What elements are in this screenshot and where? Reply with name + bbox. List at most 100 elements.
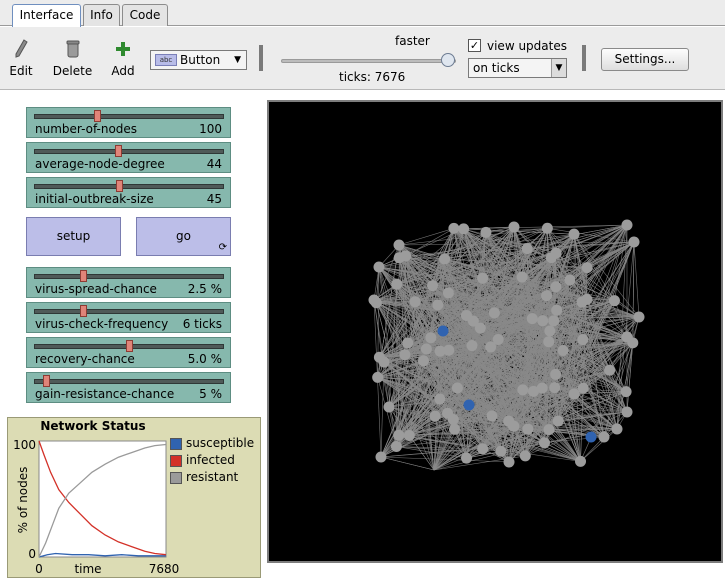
node-resistant [557,345,569,357]
slider-virus-check-frequency[interactable]: virus-check-frequency 6 ticks [26,302,231,333]
node-resistant [460,309,472,321]
node-resistant [458,223,470,235]
settings-button[interactable]: Settings... [601,48,689,71]
network-link [444,258,588,300]
network-link [388,233,575,408]
slider-recovery-chance[interactable]: recovery-chance 5.0 % [26,337,231,368]
network-link [463,228,495,313]
slider-knob[interactable] [94,110,102,122]
go-button[interactable]: go ⟳ [136,217,231,256]
network-link [544,257,552,443]
add-button[interactable]: Add [109,39,137,78]
tab-interface[interactable]: Interface [12,4,81,27]
network-link [569,279,575,394]
node-resistant [628,236,640,248]
speed-slider-knob[interactable] [440,53,455,67]
network-links [373,224,640,471]
network-link [497,234,575,340]
legend-entry-infected: infected [170,453,254,470]
network-link [463,228,510,422]
network-link [573,234,588,300]
network-link [453,228,615,301]
node-resistant [548,315,560,327]
network-status-plot[interactable]: Network Status 100 0 0 7680 time % of nodes s… [7,417,261,578]
node-resistant [400,250,412,262]
view-updates-checkbox[interactable]: ✓ [468,39,481,52]
network-link [383,361,467,459]
slider-track[interactable] [34,274,224,279]
slider-initial-outbreak-size[interactable]: initial-outbreak-size 45 [26,177,231,208]
setup-button[interactable]: setup [26,217,121,256]
network-link [466,301,583,459]
node-resistant [577,334,589,346]
network-link [398,301,416,436]
network-link [548,316,640,342]
network-link [448,226,515,294]
series-susceptible [38,552,166,558]
update-mode-select[interactable]: on ticks ▼ [468,58,567,78]
node-resistant [425,332,437,344]
node-resistant [521,243,533,255]
slider-knob[interactable] [43,375,51,387]
slider-track[interactable] [34,149,224,154]
slider-track[interactable] [34,309,224,314]
node-resistant [474,322,486,334]
network-link [399,233,575,259]
slider-gain-resistance-chance[interactable]: gain-resistance-chance 5 % [26,372,231,403]
edit-button[interactable]: Edit [9,39,33,78]
network-link [433,429,455,471]
node-resistant [549,382,561,394]
network-link [439,292,449,400]
network-link [482,278,556,375]
legend-swatch [170,472,182,484]
slider-track[interactable] [34,379,224,384]
network-link [448,226,515,351]
network-link [407,342,618,430]
network-link [542,320,627,392]
slider-value: 5 % [199,387,222,401]
slider-knob[interactable] [116,180,124,192]
slider-number-of-nodes[interactable]: number-of-nodes 100 [26,107,231,138]
delete-button[interactable]: Delete [51,39,94,78]
node-susceptible [437,325,449,337]
network-link [398,360,424,436]
network-link [453,300,615,420]
network-link [407,342,545,444]
node-resistant [402,337,414,349]
slider-average-node-degree[interactable]: average-node-degree 44 [26,142,231,173]
slider-knob[interactable] [79,270,87,282]
node-resistant [545,252,557,264]
network-link [616,342,634,430]
network-link [444,258,555,388]
slider-track[interactable] [34,184,224,189]
slider-knob[interactable] [79,305,87,317]
widget-type-select[interactable]: abc Button ▼ [150,50,247,70]
node-resistant [503,415,515,427]
node-resistant [375,451,387,463]
legend-entry-susceptible: susceptible [170,436,254,453]
slider-knob[interactable] [125,340,133,352]
network-link [439,257,627,392]
network-link [466,312,495,459]
node-resistant [627,337,639,349]
tab-code[interactable]: Code [122,4,168,26]
network-link [432,233,575,286]
network-link [580,428,618,462]
tab-info[interactable]: Info [83,4,120,26]
node-resistant [608,295,620,307]
network-link [398,285,433,436]
network-link [373,299,441,400]
node-resistant [393,429,405,441]
network-link [388,354,406,408]
slider-virus-spread-chance[interactable]: virus-spread-chance 2.5 % [26,267,231,298]
network-link [396,283,526,457]
slider-track[interactable] [34,114,224,119]
world-view[interactable] [267,100,723,563]
node-resistant [429,410,441,422]
slider-knob[interactable] [114,145,122,157]
network-link [383,361,400,436]
y-axis-label: % of nodes [16,467,30,534]
speed-slider-track[interactable] [281,59,456,63]
network-link [555,302,583,375]
node-resistant [449,423,461,435]
